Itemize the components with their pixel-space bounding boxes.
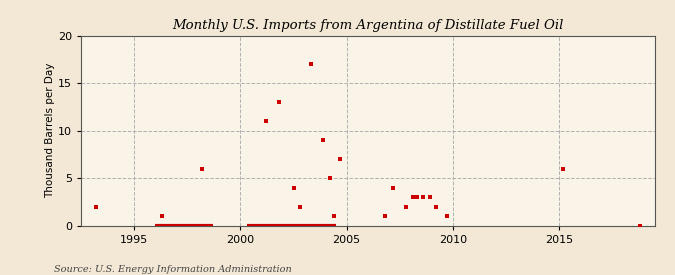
Point	[558, 166, 569, 171]
Point	[424, 195, 435, 199]
Point	[634, 223, 645, 228]
Y-axis label: Thousand Barrels per Day: Thousand Barrels per Day	[45, 63, 55, 198]
Point	[379, 214, 390, 218]
Point	[324, 176, 335, 180]
Point	[318, 138, 329, 142]
Point	[90, 204, 101, 209]
Point	[329, 214, 340, 218]
Point	[294, 204, 305, 209]
Point	[401, 204, 412, 209]
Point	[441, 214, 452, 218]
Point	[431, 204, 441, 209]
Point	[418, 195, 429, 199]
Point	[411, 195, 422, 199]
Point	[261, 119, 271, 123]
Point	[305, 62, 316, 66]
Point	[196, 166, 207, 171]
Point	[388, 185, 399, 190]
Point	[407, 195, 418, 199]
Text: Source: U.S. Energy Information Administration: Source: U.S. Energy Information Administ…	[54, 265, 292, 274]
Point	[288, 185, 299, 190]
Point	[157, 214, 167, 218]
Title: Monthly U.S. Imports from Argentina of Distillate Fuel Oil: Monthly U.S. Imports from Argentina of D…	[172, 19, 564, 32]
Point	[273, 100, 284, 104]
Point	[335, 157, 346, 161]
